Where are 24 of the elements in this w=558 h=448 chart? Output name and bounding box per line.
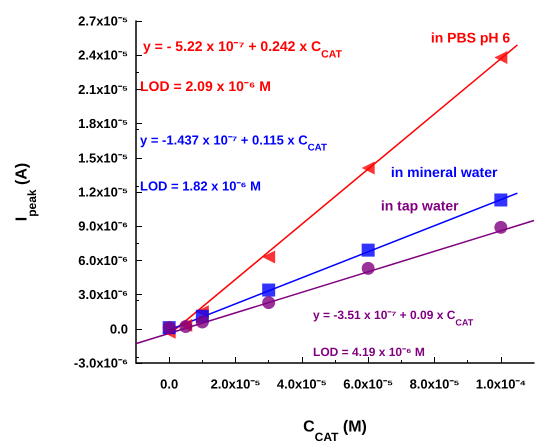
- x-tick-label: 6.0x10⁻⁵: [343, 376, 394, 392]
- x-tick-label: 1.0x10⁻⁴: [476, 376, 526, 392]
- x-tick-label: 8.0x10⁻⁵: [410, 376, 460, 392]
- y-tick-label: 1.8x10⁻⁵: [78, 116, 128, 132]
- y-tick-label: 2.7x10⁻⁵: [78, 14, 128, 28]
- x-tick-label: 0.0: [160, 376, 178, 392]
- y-tick-label: 3.0x10⁻⁶: [78, 287, 128, 302]
- text: in tap water: [380, 197, 460, 214]
- x-tick-label: 4.0x10⁻⁵: [276, 376, 327, 392]
- annotation: LOD = 4.19 x 10⁻⁶ M: [313, 345, 425, 359]
- y-tick-label: 1.2x10⁻⁵: [78, 184, 128, 200]
- series-label: in mineral water: [390, 164, 498, 180]
- x-tick-label: 2.0x10⁻⁵: [210, 376, 260, 392]
- y-tick-label: 6.0x10⁻⁶: [78, 252, 128, 268]
- y-tick-label: 9.0x10⁻⁶: [78, 218, 128, 234]
- annotation: LOD = 2.09 x 10⁻⁶ M: [140, 78, 271, 94]
- y-tick-label: 1.5x10⁻⁵: [78, 150, 128, 166]
- y-tick-label: 0.0: [110, 321, 128, 336]
- series-label: in PBS pH 6: [430, 29, 510, 46]
- y-tick-label: 2.4x10⁻⁵: [78, 48, 128, 63]
- y-tick-label: -3.0x10⁻⁶: [74, 356, 128, 370]
- annotation: LOD = 1.82 x 10⁻⁶ M: [140, 178, 261, 194]
- y-axis-title: Ipeak (A): [14, 162, 39, 222]
- y-tick-label: 2.1x10⁻⁵: [78, 82, 128, 97]
